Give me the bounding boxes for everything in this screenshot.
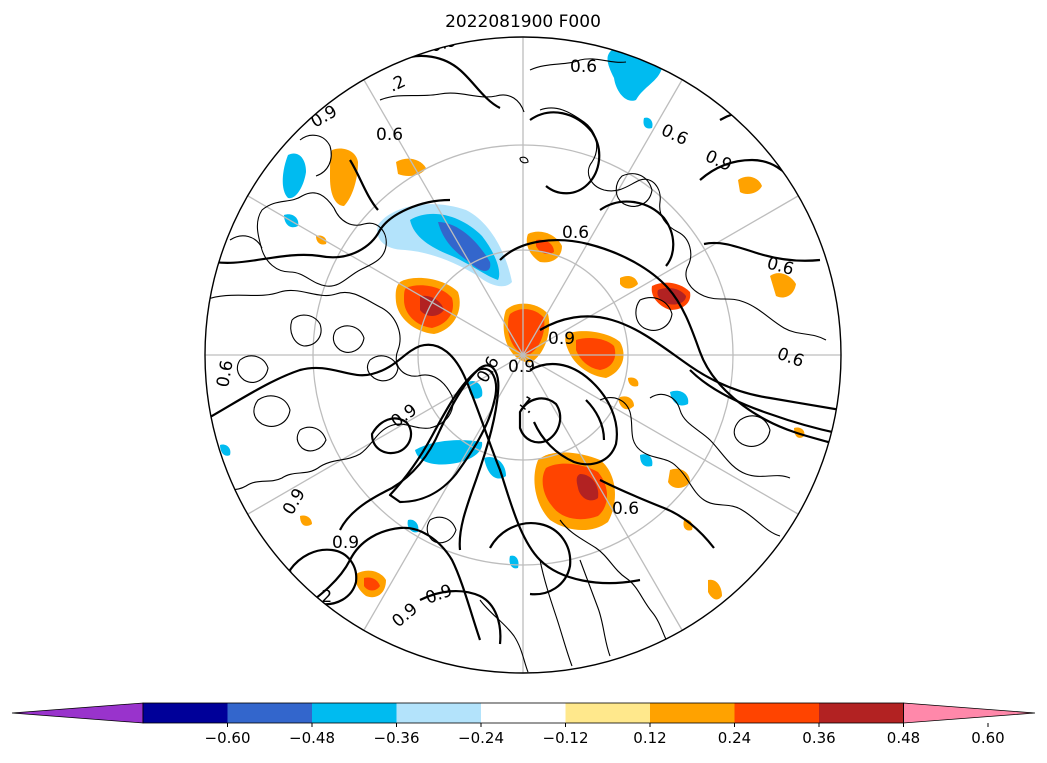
- colorbar-extend-max: [903, 702, 1036, 724]
- contour-label: 0.9: [548, 329, 575, 349]
- colorbar-tick-label: −0.36: [374, 729, 420, 747]
- colorbar-segment: [650, 703, 735, 723]
- contour-label: 0.6: [570, 57, 597, 77]
- colorbar-outline: [142, 702, 904, 724]
- colorbar-segment: [734, 703, 820, 723]
- colorbar-tick-label: 0.60: [971, 729, 1004, 747]
- coastlines: [205, 58, 827, 673]
- contour-lines: [205, 54, 841, 645]
- colorbar-tick-label: −0.12: [543, 729, 589, 747]
- colorbar-extend-min: [11, 702, 144, 724]
- colorbar-segment: [143, 703, 228, 723]
- colorbar-tick-label: 0.24: [718, 729, 751, 747]
- colorbar-segment: [819, 703, 904, 723]
- contour-label: 0.6: [562, 223, 589, 243]
- colorbar-tick-label: 0.36: [802, 729, 835, 747]
- contour-label: 0.6: [612, 499, 639, 519]
- colorbar-segment: [227, 703, 313, 723]
- contour-label: 0.6: [376, 125, 403, 145]
- colorbar-tick-label: −0.24: [458, 729, 504, 747]
- contour-label: .2: [386, 72, 409, 97]
- colorbar-tick-label: 0.12: [633, 729, 666, 747]
- colorbar-segment: [312, 703, 397, 723]
- map-title: 2022081900 F000: [445, 12, 601, 32]
- colorbar-segment: [481, 703, 566, 723]
- contour-label: 0.9: [508, 357, 535, 377]
- colorbar-tick-label: 0.48: [887, 729, 920, 747]
- polar-map: 0.9 0.6 .2 0.9 0.6 0.9 0.6 0.6 0.6 0.6 0…: [205, 37, 841, 673]
- contour-label: 0.9: [332, 533, 359, 553]
- colorbar-segment: [565, 703, 651, 723]
- colorbar-tick-label: −0.60: [205, 729, 251, 747]
- map-boundary: [204, 36, 842, 674]
- colorbar: −0.60 −0.48 −0.36 −0.24 −0.12 0.12 0.24 0.36 0.4…: [11, 702, 1036, 747]
- graticule: [205, 37, 841, 673]
- contour-label: 0.6: [213, 359, 237, 389]
- positive-anomaly-region: [300, 148, 805, 600]
- colorbar-tick-label: −0.48: [289, 729, 335, 747]
- colorbar-segment: [396, 703, 482, 723]
